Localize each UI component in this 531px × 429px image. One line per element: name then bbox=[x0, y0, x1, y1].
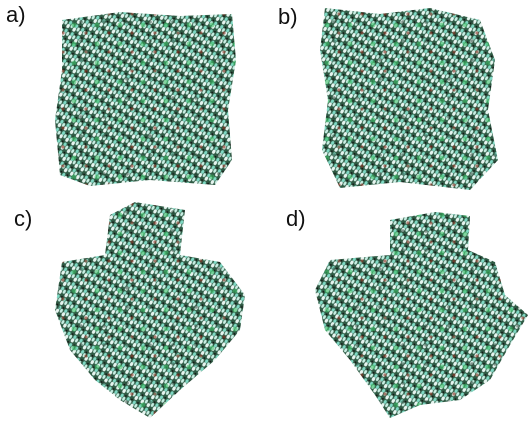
panel-d: d) bbox=[286, 206, 528, 418]
figure: a) b) c) d) bbox=[0, 0, 531, 429]
molecule-highlight bbox=[55, 12, 236, 186]
panel-label: c) bbox=[14, 206, 32, 231]
panel-label: d) bbox=[286, 206, 306, 231]
molecule-highlight bbox=[55, 202, 245, 418]
panel-c: c) bbox=[14, 202, 245, 418]
panel-a: a) bbox=[6, 2, 236, 186]
molecule-highlight bbox=[315, 212, 528, 418]
panel-label: b) bbox=[278, 4, 298, 29]
molecule-highlight bbox=[320, 8, 498, 190]
page: a) b) c) d) (() => { const data = JSON.p… bbox=[0, 0, 531, 429]
panel-label: a) bbox=[6, 2, 26, 27]
panel-b: b) bbox=[278, 4, 498, 190]
